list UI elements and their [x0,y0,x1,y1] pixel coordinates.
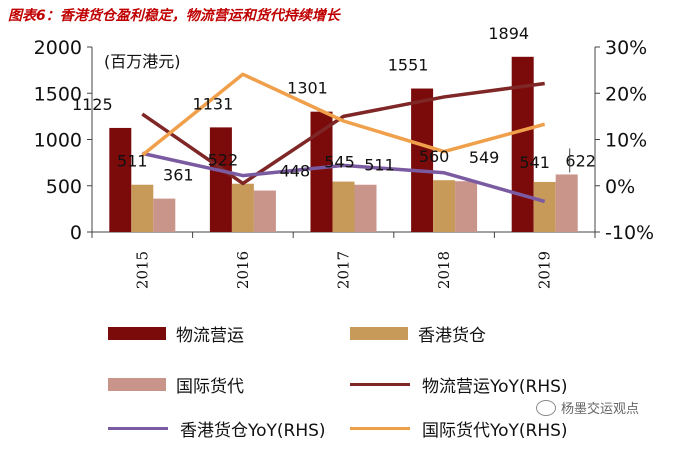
x-tick-label: 2017 [335,251,353,289]
chart-title: 图表6：香港货仓盈利稳定，物流营运和货代持续增长 [8,8,340,24]
y-tick-label-left: 1000 [34,130,82,152]
y-tick-label-right: 30% [605,37,647,59]
bar-data-label: 511 [364,156,395,175]
bar-data-label: 1551 [388,56,429,75]
legend-item-hk-warehouse-yoy: 香港货仓YoY(RHS) [108,416,326,441]
y-tick-label-right: 10% [605,130,647,152]
x-tick-label: 2015 [133,251,151,289]
bar-data-label: 1301 [287,79,328,98]
bar-hk-warehouse [433,180,456,232]
legend-line [350,383,410,386]
watermark-text: 杨墨交运观点 [561,402,640,417]
bar-logistics [511,56,534,233]
bar-logistics [411,88,434,232]
legend-item-logistics-yoy: 物流营运YoY(RHS) [350,372,568,397]
y-tick-label-left: 2000 [34,37,82,59]
y-tick-label-left: 0 [70,222,82,244]
wechat-icon [536,399,556,416]
bar-data-label: 1125 [72,95,113,114]
legend-line [350,427,410,430]
bar-data-label: 541 [519,153,550,172]
bar-hk-warehouse [131,184,154,232]
bar-data-label: 448 [280,162,311,181]
bar-logistics [310,111,333,232]
legend-swatch [350,327,408,340]
bar-data-label: 1131 [193,94,234,113]
bar-data-label: 549 [469,148,500,167]
line-hk-warehouse-yoy [141,151,546,204]
bar-data-label: 1894 [488,24,529,43]
bar-hk-warehouse [533,181,556,232]
bar-data-label: 560 [419,147,450,166]
legend-item-intl-forwarding-yoy: 国际货代YoY(RHS) [350,416,568,441]
line-logistics-yoy [141,81,545,186]
x-tick-label: 2018 [435,251,453,289]
watermark: 杨墨交运观点 [536,398,639,417]
legend-label: 物流营运YoY(RHS) [422,377,568,397]
legend-line [108,427,168,430]
legend-label: 国际货代 [176,377,244,397]
y-tick-label-left: 1500 [34,83,82,105]
bar-data-label: 361 [163,166,194,185]
legend-label: 香港货仓YoY(RHS) [180,421,326,441]
legend-item-intl-forwarding: 国际货代 [108,372,244,397]
bar-logistics [109,127,132,232]
bar-intl-forwarding [455,181,478,232]
bar-intl-forwarding [153,198,176,232]
bar-logistics [209,127,232,232]
bar-data-label: 511 [117,152,148,171]
bar-hk-warehouse [332,181,355,232]
line-intl-forwarding-yoy [141,72,546,157]
bar-data-label: 545 [324,153,355,172]
legend-swatch [108,327,166,340]
y-unit-label: (百万港元) [104,52,181,71]
y-tick-label-left: 500 [46,176,82,198]
x-tick-label: 2016 [234,251,252,289]
legend-label: 国际货代YoY(RHS) [422,421,568,441]
bar-data-label: 622 [565,151,596,170]
bar-intl-forwarding [354,184,377,232]
y-tick-label-right: 0% [605,176,635,198]
legend-label: 香港货仓 [418,326,486,346]
y-tick-label-right: -10% [605,222,654,244]
legend-label: 物流营运 [176,326,244,346]
bar-intl-forwarding [555,174,578,232]
legend-swatch [108,378,166,391]
bar-data-label: 522 [208,151,239,170]
y-tick-label-right: 20% [605,83,647,105]
legend-item-hk-warehouse: 香港货仓 [350,321,486,346]
bar-intl-forwarding [253,190,276,232]
x-tick-label: 2019 [536,251,554,289]
legend-item-logistics: 物流营运 [108,321,244,346]
bar-hk-warehouse [231,183,254,232]
